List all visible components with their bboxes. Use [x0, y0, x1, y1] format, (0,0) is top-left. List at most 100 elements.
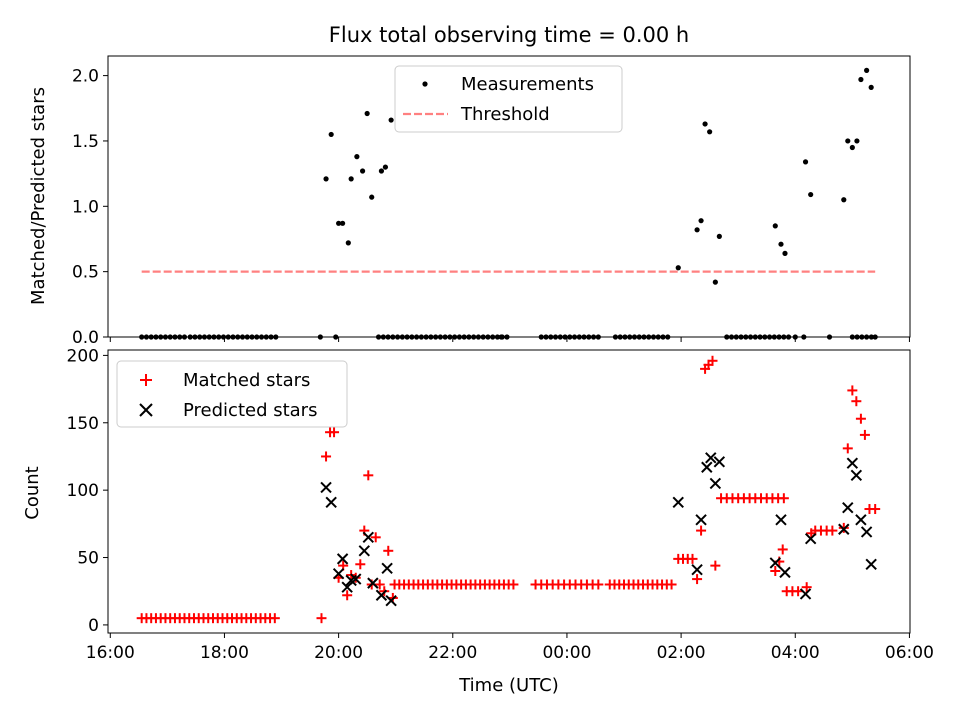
predicted-marker-b [804, 532, 817, 545]
bottom-y-tick-label: 50 [77, 549, 99, 569]
bottom-y-axis-label: Count [22, 466, 43, 519]
predicted-marker-b [842, 501, 854, 514]
predicted-star-point [705, 452, 717, 464]
matched-star-point [508, 579, 519, 590]
predicted-marker-b [691, 563, 703, 576]
predicted-star-point [779, 566, 791, 579]
legend-measurements-marker [422, 81, 428, 87]
predicted-star-point [695, 514, 707, 526]
predicted-marker-b [362, 531, 375, 544]
predicted-marker-b [846, 457, 859, 469]
predicted-star-point [713, 456, 726, 468]
x-axis-label: Time (UTC) [458, 675, 559, 696]
bottom-legend: Matched stars Predicted stars [116, 360, 348, 428]
measurement-point [845, 138, 851, 144]
predicted-star-point [850, 469, 863, 482]
measurement-point [849, 144, 855, 151]
bottom-y-tick-label: 200 [67, 346, 99, 366]
matched-star-point [370, 532, 381, 543]
top-panel: 0.0 0.5 1.0 1.5 2.0 [72, 55, 911, 348]
measurement-point [354, 154, 360, 160]
matched-star-point [770, 566, 781, 577]
predicted-star-point [375, 589, 388, 601]
predicted-star-point [350, 573, 362, 585]
matched-star-point [692, 574, 703, 585]
predicted-marker-b [672, 496, 684, 508]
x-tick-label: 04:00 [771, 643, 820, 663]
top-y-tick-label: 1.0 [72, 197, 99, 217]
x-tick-label: 18:00 [200, 643, 249, 663]
measurement-point [336, 220, 342, 226]
predicted-marker-b [799, 588, 812, 600]
matched-star-point [321, 451, 332, 462]
measurement-point [716, 233, 722, 239]
matched-star-point [842, 443, 853, 454]
bottom-y-tick-label: 100 [67, 481, 99, 501]
matched-star-point [870, 504, 881, 515]
x-tick-label: 16:00 [86, 643, 135, 663]
predicted-marker-b [860, 526, 873, 538]
measurement-point [841, 197, 847, 203]
matched-star-point [316, 613, 327, 624]
measurement-point [858, 76, 864, 83]
predicted-marker-b [350, 573, 362, 585]
top-y-tick-label: 2.0 [72, 67, 99, 87]
matched-star-point [374, 579, 385, 590]
matched-star-point [269, 613, 280, 624]
x-tick-label: 00:00 [542, 643, 591, 663]
predicted-marker-b [769, 557, 781, 569]
measurement-point [364, 110, 370, 117]
predicted-marker-b [855, 514, 867, 526]
measurement-point [359, 168, 366, 174]
matched-star-point [696, 525, 707, 536]
predicted-marker-b [325, 496, 337, 508]
bottom-legend-frame [116, 360, 348, 428]
x-tick-label: 22:00 [428, 643, 477, 663]
matched-star-point [777, 544, 788, 555]
predicted-marker-b [336, 553, 349, 565]
measurement-point [712, 279, 718, 285]
predicted-star-point [320, 481, 332, 494]
measurement-point [328, 131, 334, 138]
predicted-star-point [336, 553, 349, 565]
predicted-star-point [865, 558, 877, 570]
predicted-star-point [842, 501, 854, 514]
predicted-star-point [332, 567, 345, 580]
top-y-axis-label: Matched/Predicted stars [28, 87, 49, 305]
matched-star-point [707, 355, 718, 366]
matched-star-point [710, 560, 721, 571]
predicted-marker-b [713, 456, 726, 468]
measurement-point [369, 194, 375, 200]
legend-matched-label: Matched stars [183, 370, 310, 391]
bottom-y-tick-label: 0 [88, 616, 99, 636]
predicted-marker-b [701, 461, 713, 473]
legend-predicted-marker [139, 403, 153, 417]
measurement-point [378, 168, 385, 174]
predicted-star-point [325, 496, 337, 508]
measurement-point [702, 121, 708, 127]
matched-star-point [363, 470, 374, 481]
predicted-star-point [860, 526, 873, 538]
x-tick-label: 20:00 [314, 643, 363, 663]
predicted-marker-b [358, 545, 371, 557]
predicted-star-point [799, 588, 812, 600]
measurement-point [340, 220, 346, 226]
predicted-star-point [775, 514, 787, 526]
predicted-star-point [362, 531, 375, 544]
predicted-marker-b [865, 558, 877, 570]
measurement-point [675, 265, 681, 271]
bottom-panel: 0 50 100 150 200 16:00 18:00 20:00 22:00 00:00 02:… [67, 346, 934, 663]
predicted-star-point [385, 594, 397, 607]
top-y-tick-label: 0.0 [72, 328, 99, 348]
top-y-tick-label: 0.5 [72, 263, 99, 283]
predicted-marker-b [838, 523, 850, 535]
x-tick-label: 02:00 [657, 643, 706, 663]
predicted-marker-b [709, 477, 722, 490]
matched-star-point [778, 493, 789, 504]
predicted-star-point [769, 557, 781, 569]
measurement-point [382, 164, 389, 170]
top-axes-frame [107, 55, 911, 338]
predicted-marker-b [385, 594, 397, 607]
measurement-point [707, 129, 713, 135]
